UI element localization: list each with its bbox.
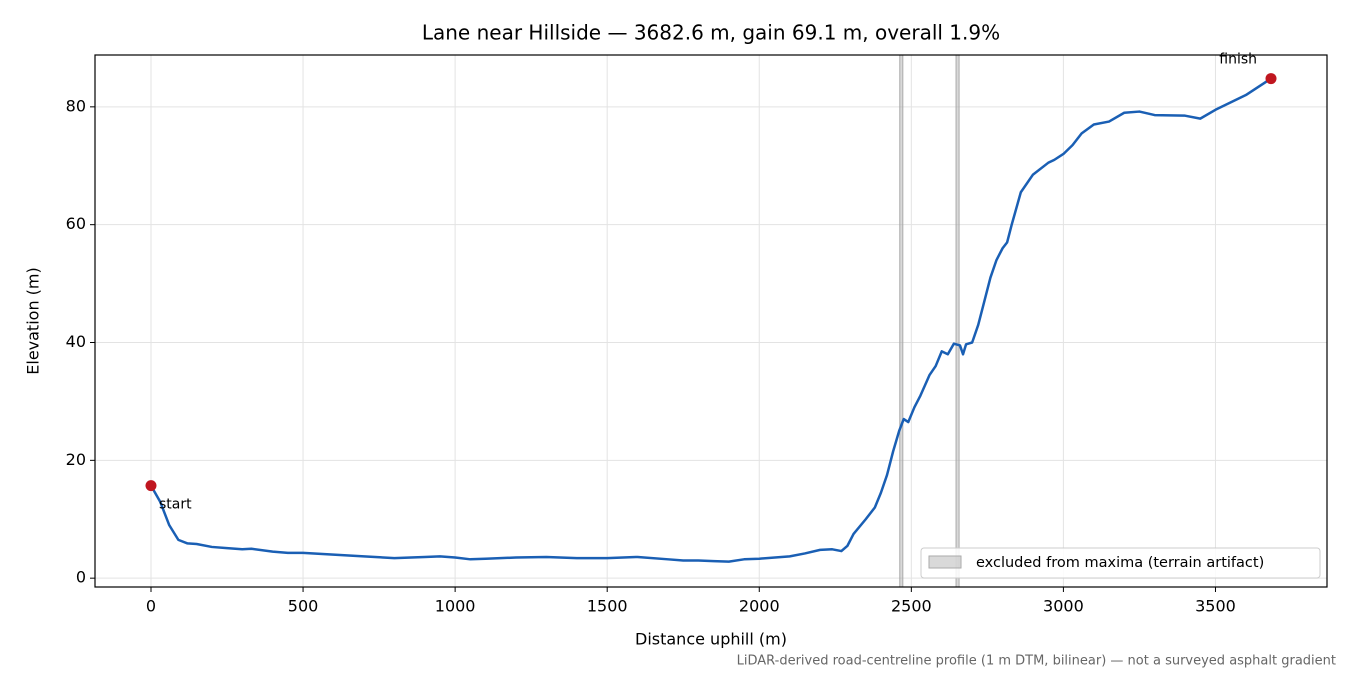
plot-frame [94, 54, 1328, 588]
legend-swatch [928, 555, 962, 569]
x-tick-label: 1000 [435, 597, 476, 616]
x-tick-label: 3000 [1043, 597, 1084, 616]
y-tick-label: 20 [66, 450, 86, 469]
endpoint-marker [1265, 73, 1277, 85]
legend-box [920, 547, 1321, 579]
y-axis-label: Elevation (m) [24, 267, 43, 374]
annotation: start [159, 497, 192, 513]
y-tick-label: 60 [66, 214, 86, 233]
excluded-span [955, 54, 960, 588]
y-tick-label: 0 [76, 568, 86, 587]
legend-label: excluded from maxima (terrain artifact) [976, 555, 1264, 571]
excluded-span [899, 54, 904, 588]
x-tick-label: 1500 [587, 597, 628, 616]
caption: LiDAR-derived road-centreline profile (1… [737, 654, 1336, 669]
chart-title: Lane near Hillside — 3682.6 m, gain 69.1… [422, 21, 1000, 45]
endpoint-marker [145, 480, 157, 492]
x-tick-label: 3500 [1195, 597, 1236, 616]
y-tick-label: 80 [66, 96, 86, 115]
x-axis-label: Distance uphill (m) [635, 630, 787, 649]
x-tick-label: 2000 [739, 597, 780, 616]
y-tick-label: 40 [66, 332, 86, 351]
annotation: finish [1219, 52, 1257, 68]
x-tick-label: 2500 [891, 597, 932, 616]
x-tick-label: 0 [146, 597, 156, 616]
x-tick-label: 500 [288, 597, 319, 616]
elevation-line [149, 77, 1272, 563]
